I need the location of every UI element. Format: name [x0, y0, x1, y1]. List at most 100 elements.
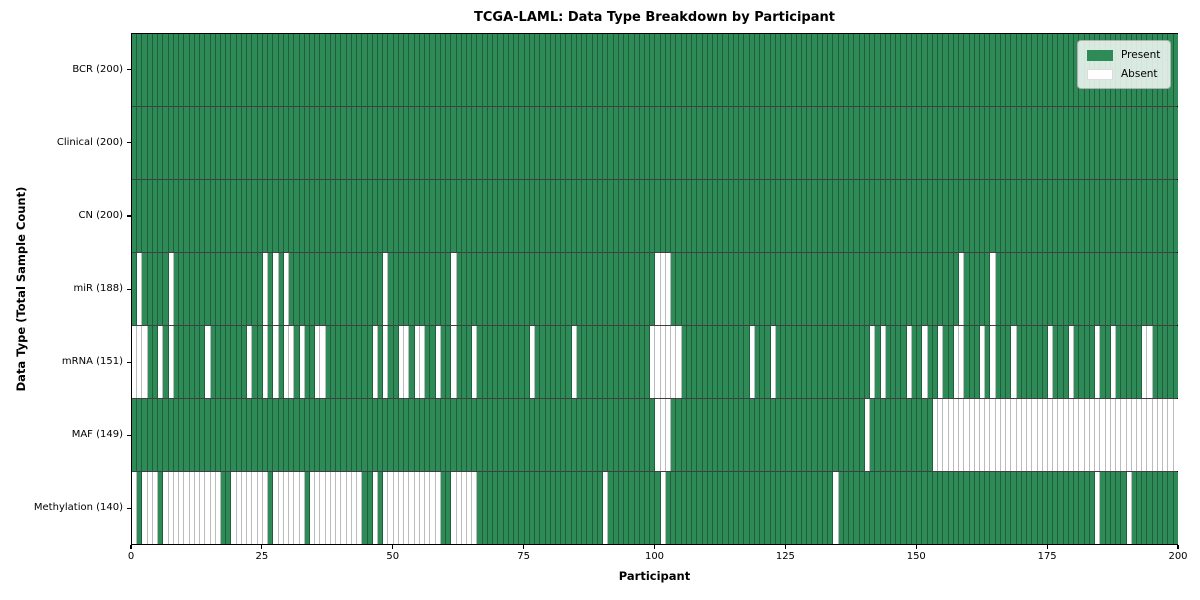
matrix-cell — [1126, 253, 1132, 325]
matrix-cell — [629, 34, 635, 106]
matrix-cell — [843, 34, 850, 106]
matrix-cell — [644, 34, 651, 106]
matrix-cell — [362, 107, 368, 179]
matrix-cell — [519, 34, 525, 106]
matrix-cell — [262, 180, 269, 252]
matrix-cell — [1126, 472, 1132, 544]
matrix-cell — [1147, 326, 1153, 398]
matrix-cell — [1137, 326, 1143, 398]
matrix-cell — [545, 253, 551, 325]
matrix-cell — [163, 399, 169, 471]
matrix-cell — [618, 107, 625, 179]
matrix-cell — [1142, 399, 1148, 471]
matrix-cell — [770, 107, 776, 179]
matrix-cell — [676, 472, 682, 544]
matrix-cell — [854, 34, 860, 106]
matrix-cell — [665, 472, 672, 544]
matrix-cell — [896, 253, 902, 325]
matrix-cell — [603, 472, 609, 544]
matrix-cell — [461, 34, 467, 106]
matrix-cell — [1032, 34, 1038, 106]
matrix-cell — [990, 253, 996, 325]
matrix-cell — [985, 399, 991, 471]
matrix-cell — [383, 472, 389, 544]
matrix-cell — [498, 34, 504, 106]
matrix-cell — [142, 399, 148, 471]
matrix-cell — [467, 34, 473, 106]
matrix-cell — [833, 180, 839, 252]
matrix-cell — [948, 180, 954, 252]
matrix-cell — [582, 399, 588, 471]
matrix-cell — [870, 399, 876, 471]
matrix-cell — [388, 107, 394, 179]
matrix-cell — [1021, 326, 1028, 398]
matrix-cell — [812, 34, 818, 106]
matrix-cell — [467, 399, 473, 471]
matrix-cell — [278, 107, 284, 179]
matrix-cell — [262, 34, 269, 106]
matrix-cell — [1100, 253, 1106, 325]
matrix-cell — [184, 34, 190, 106]
matrix-cell — [132, 34, 138, 106]
matrix-cell — [650, 34, 656, 106]
matrix-cell — [880, 180, 886, 252]
matrix-cell — [566, 107, 572, 179]
matrix-cell — [367, 180, 373, 252]
matrix-cell — [524, 180, 530, 252]
matrix-cell — [283, 180, 290, 252]
matrix-cell — [791, 253, 797, 325]
matrix-cell — [587, 180, 593, 252]
matrix-cell — [351, 253, 358, 325]
matrix-cell — [210, 399, 216, 471]
matrix-cell — [1037, 326, 1043, 398]
matrix-cell — [739, 34, 745, 106]
matrix-cell — [1053, 399, 1059, 471]
matrix-cell — [618, 326, 625, 398]
matrix-cell — [1100, 107, 1106, 179]
matrix-cell — [760, 180, 766, 252]
matrix-cell — [964, 326, 970, 398]
matrix-cell — [822, 180, 829, 252]
matrix-cell — [875, 326, 881, 398]
matrix-cell — [571, 34, 577, 106]
matrix-cell — [796, 180, 802, 252]
matrix-cell — [184, 326, 190, 398]
matrix-cell — [220, 180, 227, 252]
matrix-cell — [461, 399, 467, 471]
matrix-cell — [456, 253, 462, 325]
matrix-cell — [273, 253, 279, 325]
matrix-cell — [430, 180, 436, 252]
matrix-cell — [1168, 180, 1174, 252]
matrix-cell — [330, 399, 337, 471]
matrix-cell — [487, 326, 494, 398]
matrix-cell — [168, 472, 174, 544]
matrix-cell — [346, 326, 352, 398]
matrix-cell — [843, 399, 850, 471]
matrix-cell — [838, 326, 844, 398]
x-tick-label-100: 100 — [644, 551, 665, 562]
matrix-cell — [1126, 326, 1132, 398]
matrix-cell — [215, 326, 221, 398]
matrix-cell — [325, 472, 331, 544]
matrix-cell — [927, 34, 933, 106]
matrix-cell — [859, 107, 865, 179]
matrix-cell — [467, 472, 473, 544]
matrix-cell — [1173, 472, 1178, 544]
matrix-cell — [325, 107, 331, 179]
matrix-cell — [210, 107, 216, 179]
matrix-cell — [1157, 399, 1164, 471]
matrix-cell — [430, 472, 436, 544]
matrix-cell — [723, 107, 729, 179]
matrix-cell — [440, 472, 447, 544]
matrix-cell — [283, 326, 290, 398]
matrix-cell — [1032, 253, 1038, 325]
y-tick-label-BCR: BCR (200) — [72, 63, 123, 75]
matrix-cell — [1142, 180, 1148, 252]
matrix-cell — [927, 107, 933, 179]
matrix-cell — [901, 253, 907, 325]
x-tick-mark — [392, 545, 394, 549]
matrix-cell — [576, 253, 583, 325]
matrix-cell — [247, 34, 253, 106]
matrix-cell — [655, 34, 661, 106]
matrix-cell — [697, 180, 703, 252]
